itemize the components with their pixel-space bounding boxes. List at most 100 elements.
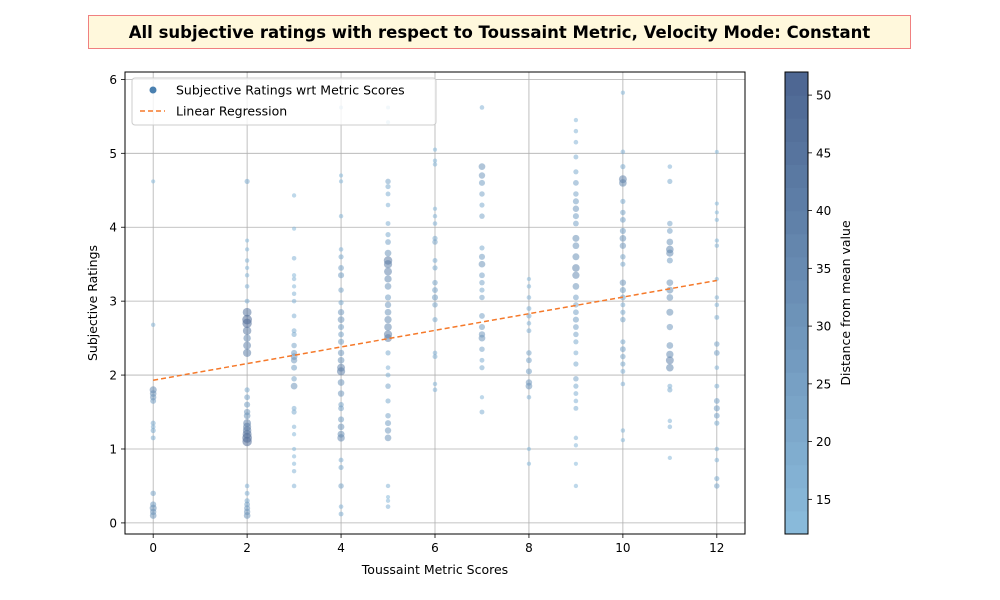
data-point <box>244 178 250 185</box>
colorbar-segment <box>785 487 808 512</box>
data-point <box>666 245 674 254</box>
data-point <box>432 265 438 271</box>
x-tick-label: 0 <box>149 541 157 555</box>
data-point <box>243 341 252 350</box>
data-point <box>620 302 626 308</box>
data-point <box>338 331 344 338</box>
data-point <box>291 376 297 382</box>
data-point <box>244 273 250 278</box>
y-tick-label: 4 <box>109 221 117 235</box>
data-point <box>526 394 532 400</box>
data-point <box>620 261 626 267</box>
colorbar-segment <box>785 349 808 373</box>
data-point <box>667 418 673 424</box>
data-point <box>432 147 438 152</box>
legend-scatter-marker <box>149 86 157 94</box>
data-point <box>337 423 345 431</box>
data-point <box>619 242 627 249</box>
data-point <box>714 475 720 482</box>
data-point <box>432 162 438 167</box>
data-point <box>150 490 156 497</box>
data-point <box>149 386 157 394</box>
colorbar-segment <box>785 141 808 165</box>
data-point <box>385 202 391 208</box>
data-point <box>479 313 485 319</box>
data-point <box>242 307 252 317</box>
data-point <box>666 257 673 264</box>
data-point <box>479 294 485 301</box>
x-tick-label: 10 <box>615 541 630 555</box>
data-point <box>714 341 720 347</box>
data-point <box>572 316 579 323</box>
data-point <box>432 213 438 219</box>
colorbar-segment <box>785 326 808 350</box>
data-point <box>667 383 673 389</box>
data-point <box>667 178 673 185</box>
data-point <box>338 464 344 471</box>
data-point <box>572 213 579 220</box>
data-point <box>619 216 626 223</box>
data-point <box>338 405 344 412</box>
data-point <box>338 173 344 178</box>
x-tick-label: 8 <box>525 541 533 555</box>
data-point <box>714 314 720 320</box>
data-point <box>244 284 250 289</box>
colorbar-tick-label: 50 <box>816 89 831 103</box>
colorbar-label: Distance from mean value <box>838 220 853 386</box>
data-point <box>667 220 673 227</box>
data-point <box>619 227 626 234</box>
data-point <box>338 300 344 306</box>
data-point <box>337 356 345 364</box>
colorbar-segment <box>785 233 808 258</box>
y-tick-label: 6 <box>109 73 117 87</box>
data-point <box>385 494 391 500</box>
data-point <box>479 245 485 251</box>
data-point <box>713 405 720 412</box>
colorbar-segment <box>785 441 808 466</box>
colorbar-tick-label: 15 <box>816 493 831 507</box>
data-point <box>432 279 438 286</box>
data-point <box>384 267 392 276</box>
data-point <box>713 349 720 356</box>
data-point <box>665 356 674 365</box>
data-point <box>619 287 626 294</box>
data-point <box>620 198 626 204</box>
data-point <box>291 298 297 304</box>
data-point <box>479 272 485 279</box>
data-point <box>619 234 627 242</box>
data-point <box>291 193 297 198</box>
data-point <box>338 323 345 331</box>
data-point <box>620 353 626 360</box>
data-point <box>666 308 674 316</box>
data-point <box>573 331 579 338</box>
data-point <box>620 254 626 260</box>
data-point <box>338 504 344 509</box>
data-point <box>479 365 485 371</box>
data-point <box>290 382 298 390</box>
data-point <box>573 139 579 145</box>
data-point <box>242 433 252 443</box>
data-point <box>244 394 251 401</box>
data-point <box>291 328 297 334</box>
data-point <box>384 294 392 301</box>
data-point <box>242 314 252 325</box>
data-point <box>666 350 674 359</box>
data-point <box>666 238 674 246</box>
data-point <box>573 443 579 448</box>
data-point <box>478 334 486 342</box>
data-point <box>383 330 393 339</box>
colorbar-segment <box>785 303 808 327</box>
data-point <box>478 323 486 331</box>
data-point <box>666 363 674 372</box>
data-point <box>432 221 438 226</box>
colorbar-segment <box>785 372 808 396</box>
data-point <box>526 350 532 356</box>
data-point <box>150 427 156 434</box>
data-point <box>714 243 720 248</box>
legend-box <box>131 77 437 126</box>
x-axis-label: Toussaint Metric Scores <box>361 562 508 577</box>
data-point <box>667 164 673 169</box>
data-point <box>714 295 720 300</box>
data-point <box>714 238 719 243</box>
